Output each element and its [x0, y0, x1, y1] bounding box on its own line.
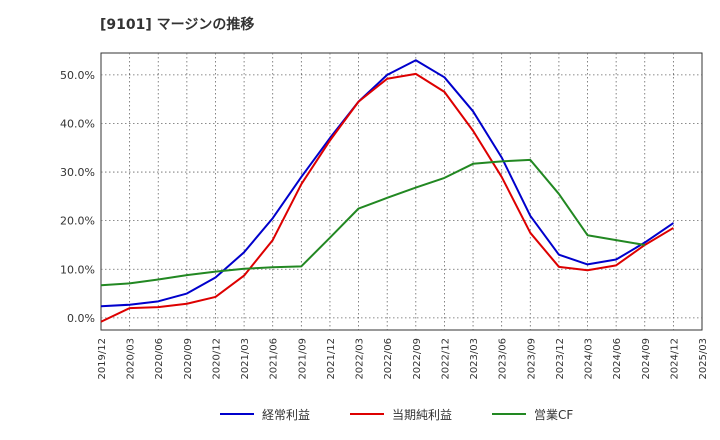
y-tick-label: 20.0%: [60, 215, 95, 228]
y-tick-label: 50.0%: [60, 69, 95, 82]
x-tick-label: 2022/12: [440, 338, 451, 380]
legend: 経常利益 当期純利益 営業CF: [220, 408, 573, 422]
x-tick-label: 2025/03: [698, 338, 709, 380]
grid-lines: [101, 53, 702, 330]
series-line-2: [100, 72, 674, 323]
y-axis-ticks: 0.0% 10.0% 20.0% 30.0% 40.0% 50.0%: [60, 69, 95, 325]
x-tick-label: 2024/12: [669, 338, 680, 380]
x-tick-label: 2020/09: [183, 338, 194, 380]
x-tick-label: 2021/06: [269, 338, 280, 380]
chart-title: [9101] マージンの推移: [100, 17, 255, 33]
y-tick-label: 30.0%: [60, 166, 95, 179]
series-lines: [100, 59, 674, 323]
series-line-3: [100, 158, 645, 287]
x-tick-label: 2022/09: [412, 338, 423, 380]
y-tick-label: 0.0%: [67, 312, 95, 325]
legend-label-2: 当期純利益: [392, 408, 452, 422]
legend-label-1: 経常利益: [262, 408, 310, 422]
x-tick-label: 2024/06: [612, 338, 623, 380]
x-tick-label: 2021/12: [326, 338, 337, 380]
x-tick-label: 2020/12: [211, 338, 222, 380]
x-tick-label: 2020/06: [154, 338, 165, 380]
x-tick-label: 2023/12: [555, 338, 566, 380]
x-tick-label: 2022/06: [383, 338, 394, 380]
x-tick-label: 2020/03: [126, 338, 137, 380]
y-tick-label: 40.0%: [60, 117, 95, 130]
y-tick-label: 10.0%: [60, 263, 95, 276]
x-tick-label: 2024/03: [584, 338, 595, 380]
series-line-1: [100, 59, 674, 308]
x-tick-label: 2021/09: [297, 338, 308, 380]
x-tick-label: 2021/03: [240, 338, 251, 380]
x-axis-ticks: 2019/12 2020/03 2020/06 2020/09 2020/12 2021/…: [97, 338, 709, 380]
x-tick-label: 2023/06: [498, 338, 509, 380]
x-tick-label: 2022/03: [355, 338, 366, 380]
x-tick-label: 2023/03: [469, 338, 480, 380]
x-tick-label: 2024/09: [641, 338, 652, 380]
plot-area: [100, 52, 703, 331]
x-tick-label: 2019/12: [97, 338, 108, 380]
x-tick-label: 2023/09: [526, 338, 537, 380]
legend-label-3: 営業CF: [534, 408, 573, 422]
